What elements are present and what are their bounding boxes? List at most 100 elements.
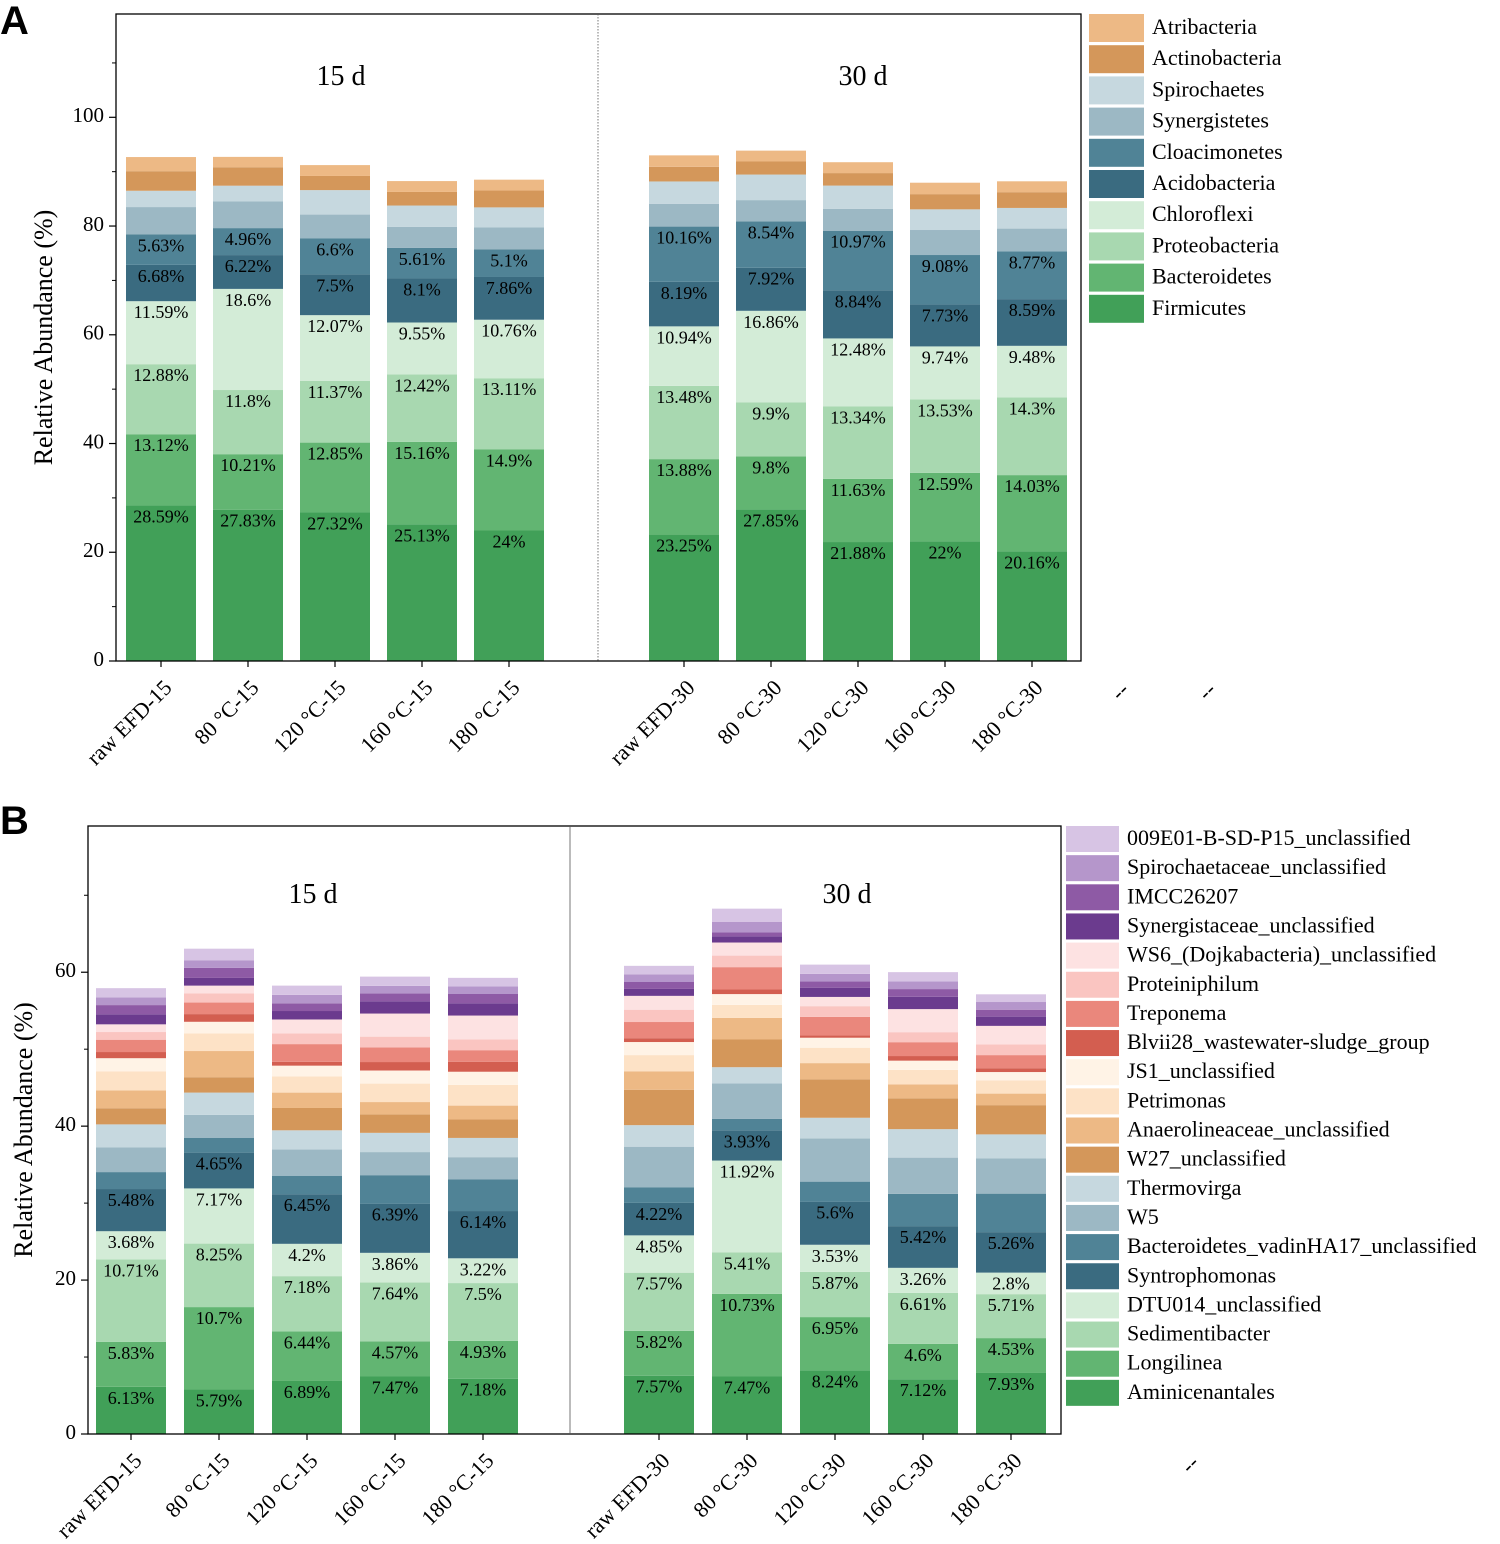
data-label: 12.59%	[917, 474, 973, 494]
bar-segment	[624, 982, 694, 989]
bar-segment	[888, 1267, 958, 1293]
bar-segment	[126, 264, 196, 302]
data-label: 6.68%	[138, 266, 185, 286]
bar-segment	[976, 1025, 1046, 1045]
bar-segment	[360, 1282, 430, 1342]
bar-segment	[184, 960, 254, 968]
legend-label: Proteiniphilum	[1127, 971, 1259, 996]
data-label: 7.93%	[988, 1374, 1035, 1394]
bar-segment	[272, 1061, 342, 1066]
bar-segment	[300, 442, 370, 513]
bar-segment	[272, 985, 342, 995]
legend-swatch	[1066, 1204, 1119, 1231]
legend-swatch	[1089, 76, 1144, 105]
bar-segment	[976, 1055, 1046, 1069]
data-label: 5.83%	[108, 1343, 155, 1363]
data-label: 27.85%	[743, 511, 799, 531]
data-label: 4.6%	[904, 1345, 942, 1365]
data-label: 10.94%	[656, 327, 712, 347]
bar-segment	[888, 1060, 958, 1070]
bar-segment	[712, 936, 782, 943]
legend-swatch	[1066, 884, 1119, 911]
data-label: 8.54%	[748, 222, 795, 242]
data-label: 6.13%	[108, 1388, 155, 1408]
bar-segment	[888, 1129, 958, 1158]
bar-segment	[976, 1272, 1046, 1295]
bar-segment	[976, 1016, 1046, 1026]
bar-segment	[184, 977, 254, 986]
bar-segment	[910, 209, 980, 231]
bar-segment	[272, 1175, 342, 1195]
bar-segment	[300, 190, 370, 215]
bar-segment	[624, 1187, 694, 1203]
data-label: 7.17%	[196, 1189, 243, 1209]
bar-segment	[624, 1375, 694, 1434]
bar-segment	[184, 1138, 254, 1153]
bar-segment	[184, 1021, 254, 1034]
bar-segment	[300, 274, 370, 316]
x-tick-label: 120 °C-15	[240, 1448, 322, 1530]
y-axis-label: Relative Abundance (%)	[9, 1002, 38, 1258]
bar-segment	[272, 1331, 342, 1381]
bar-segment	[474, 276, 544, 320]
plot-frame	[87, 825, 1062, 1435]
bar-segment	[976, 1134, 1046, 1159]
bar-segment	[823, 185, 893, 209]
legend-label: Cloacimonetes	[1152, 139, 1283, 164]
bar-segment	[360, 1152, 430, 1176]
bar-segment	[624, 1272, 694, 1331]
bar-segment	[96, 1052, 166, 1059]
bar-segment	[126, 171, 196, 191]
data-label: 11.92%	[720, 1162, 775, 1182]
bar-segment	[96, 988, 166, 998]
legend-label: Chloroflexi	[1152, 201, 1253, 226]
bar-segment	[800, 1244, 870, 1272]
x-tick-label: 180 °C-15	[442, 675, 524, 757]
data-label: 7.86%	[486, 278, 533, 298]
data-label: 7.92%	[748, 269, 795, 289]
bar-segment	[213, 201, 283, 229]
x-tick-label: 180 °C-15	[416, 1448, 498, 1530]
bar-segment	[272, 1033, 342, 1045]
legend-swatch	[1089, 107, 1144, 136]
legend-swatch	[1066, 1088, 1119, 1115]
data-label: 5.87%	[812, 1273, 859, 1293]
x-tick-label: 80 °C-30	[712, 675, 786, 749]
data-label: 4.85%	[636, 1236, 683, 1256]
data-label: 7.18%	[460, 1380, 507, 1400]
data-label: 7.73%	[922, 305, 969, 325]
data-label: 9.74%	[922, 347, 969, 367]
legend-label: W27_unclassified	[1127, 1146, 1286, 1171]
legend-label: 009E01-B-SD-P15_unclassified	[1127, 825, 1411, 850]
bar-segment	[712, 908, 782, 922]
bar-segment	[888, 1292, 958, 1344]
bar-segment	[474, 530, 544, 661]
bar-segment	[823, 406, 893, 479]
data-label: 9.9%	[752, 403, 790, 423]
bar-segment	[976, 1068, 1046, 1073]
bar-segment	[474, 179, 544, 191]
bar-segment	[823, 338, 893, 407]
data-label: 7.5%	[316, 275, 354, 295]
bar-segment	[360, 1203, 430, 1253]
bar-segment	[800, 1079, 870, 1118]
legend-label: W5	[1127, 1204, 1159, 1229]
legend-label: Synergistaceae_unclassified	[1127, 912, 1375, 937]
data-label: 7.12%	[900, 1380, 947, 1400]
bar-segment	[448, 1071, 518, 1085]
bar-segment	[910, 304, 980, 347]
bar-segment	[448, 1179, 518, 1212]
bar-segment	[736, 267, 806, 311]
bar-segment	[712, 942, 782, 956]
data-label: 6.89%	[284, 1382, 331, 1402]
legend-swatch	[1066, 826, 1119, 852]
data-label: 18.6%	[225, 290, 272, 310]
legend-label: Sedimentibacter	[1127, 1321, 1271, 1346]
bar-segment	[736, 456, 806, 510]
bar-segment	[800, 1117, 870, 1139]
bar-segment	[184, 1092, 254, 1115]
bar-segment	[448, 1340, 518, 1379]
legend-label: Atribacteria	[1152, 14, 1257, 39]
bar-segment	[823, 542, 893, 661]
bar-segment	[976, 1338, 1046, 1373]
